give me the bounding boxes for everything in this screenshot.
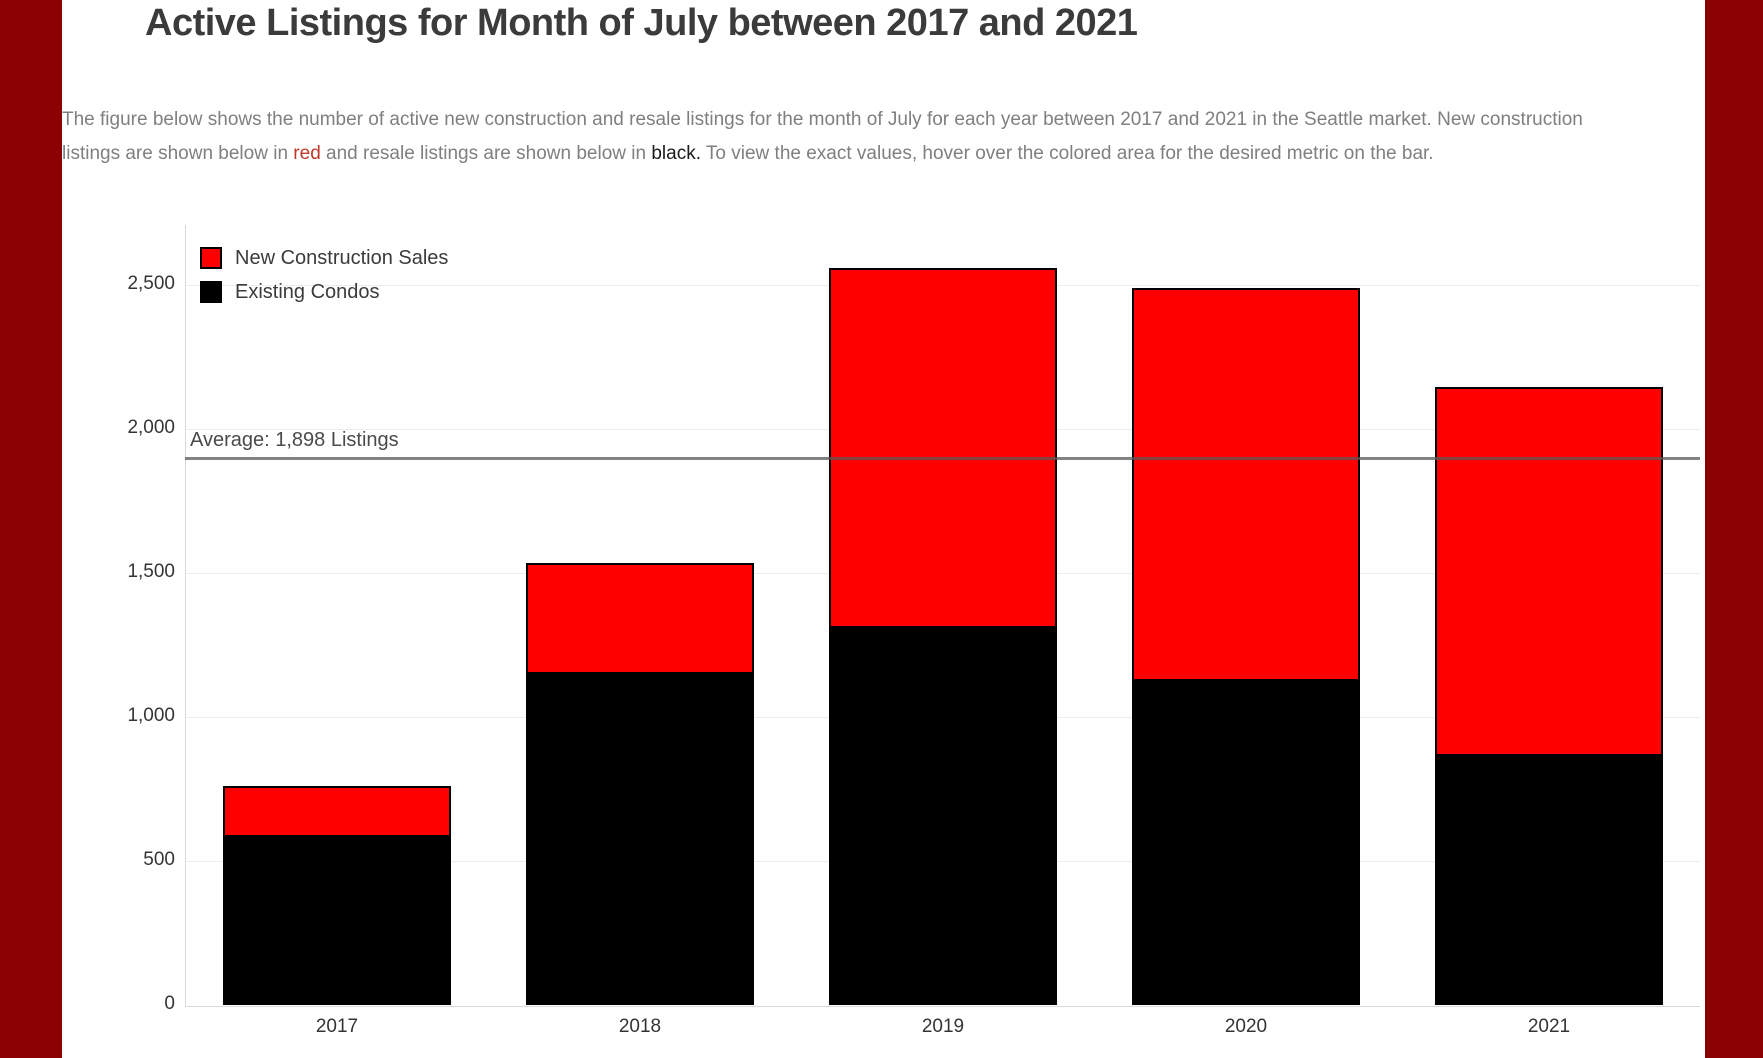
legend-swatch-icon xyxy=(200,247,222,269)
red-word: red xyxy=(293,143,321,164)
legend-item-existing-condos[interactable]: Existing Condos xyxy=(200,275,448,309)
average-line xyxy=(185,457,1700,460)
left-border-band xyxy=(0,0,62,1058)
y-tick-label-2500: 2,500 xyxy=(127,273,175,294)
legend-swatch-icon xyxy=(200,281,222,303)
description-line-2: listings are shown below in red and resa… xyxy=(62,137,1682,171)
y-tick-label-500: 500 xyxy=(143,849,175,870)
bar-segment-existing-condos-2021[interactable] xyxy=(1435,756,1663,1005)
y-axis-line xyxy=(185,225,186,1006)
bar-segment-existing-condos-2020[interactable] xyxy=(1132,681,1360,1005)
bar-segment-existing-condos-2017[interactable] xyxy=(223,837,451,1005)
y-tick-label-0: 0 xyxy=(164,993,175,1014)
bar-segment-new-construction-2020[interactable] xyxy=(1132,288,1360,681)
bar-segment-new-construction-2019[interactable] xyxy=(829,268,1057,628)
y-tick-label-1500: 1,500 xyxy=(127,561,175,582)
average-label: Average: 1,898 Listings xyxy=(190,429,399,451)
bar-segment-new-construction-2017[interactable] xyxy=(223,786,451,837)
description-line-1: The figure below shows the number of act… xyxy=(62,109,1583,130)
description-line2-post: To view the exact values, hover over the… xyxy=(700,143,1434,164)
x-tick-label-2020: 2020 xyxy=(1224,1016,1268,1037)
legend-item-new-construction-sales[interactable]: New Construction Sales xyxy=(200,241,448,275)
chart-description: The figure below shows the number of act… xyxy=(62,103,1682,171)
y-tick-label-2000: 2,000 xyxy=(127,417,175,438)
bar-segment-existing-condos-2018[interactable] xyxy=(526,674,754,1005)
y-tick-label-1000: 1,000 xyxy=(127,705,175,726)
black-word: black. xyxy=(651,143,701,164)
x-tick-label-2018: 2018 xyxy=(618,1016,662,1037)
x-tick-label-2019: 2019 xyxy=(921,1016,965,1037)
bar-segment-existing-condos-2019[interactable] xyxy=(829,628,1057,1005)
x-tick-label-2017: 2017 xyxy=(315,1016,359,1037)
bar-segment-new-construction-2021[interactable] xyxy=(1435,387,1663,756)
legend-label: Existing Condos xyxy=(235,280,380,303)
x-axis-line xyxy=(185,1006,1700,1007)
legend-label: New Construction Sales xyxy=(235,246,449,269)
bar-segment-new-construction-2018[interactable] xyxy=(526,563,754,674)
description-line2-pre: listings are shown below in xyxy=(62,143,294,164)
x-tick-label-2021: 2021 xyxy=(1527,1016,1571,1037)
description-line2-mid: and resale listings are shown below in xyxy=(320,143,652,164)
page-title: Active Listings for Month of July betwee… xyxy=(145,2,1138,44)
right-border-band xyxy=(1705,0,1763,1058)
legend: New Construction Sales Existing Condos xyxy=(200,241,448,309)
